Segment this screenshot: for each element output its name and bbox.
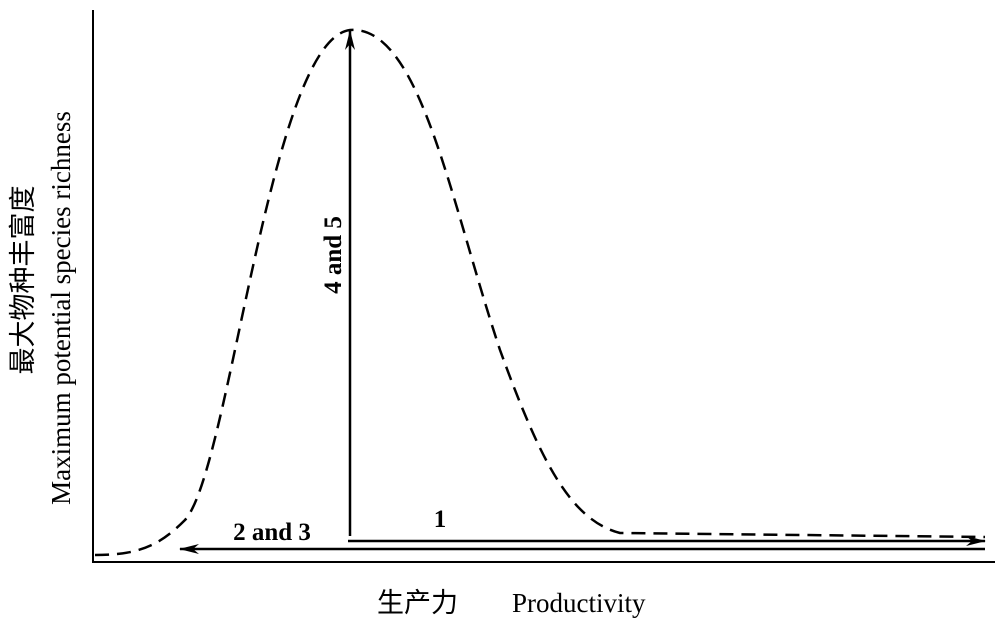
x-axis-label: 生产力: [377, 588, 458, 618]
y-axis-label: 最大物种丰富度: [8, 186, 38, 375]
y-axis-label: Maximum potential species richness: [46, 111, 76, 505]
x-axis-label: Productivity: [512, 588, 646, 618]
arrow-label: 2 and 3: [233, 519, 311, 546]
arrow-label: 1: [434, 506, 447, 533]
arrow-label: 4 and 5: [320, 216, 347, 294]
richness-curve: [94, 28, 986, 557]
